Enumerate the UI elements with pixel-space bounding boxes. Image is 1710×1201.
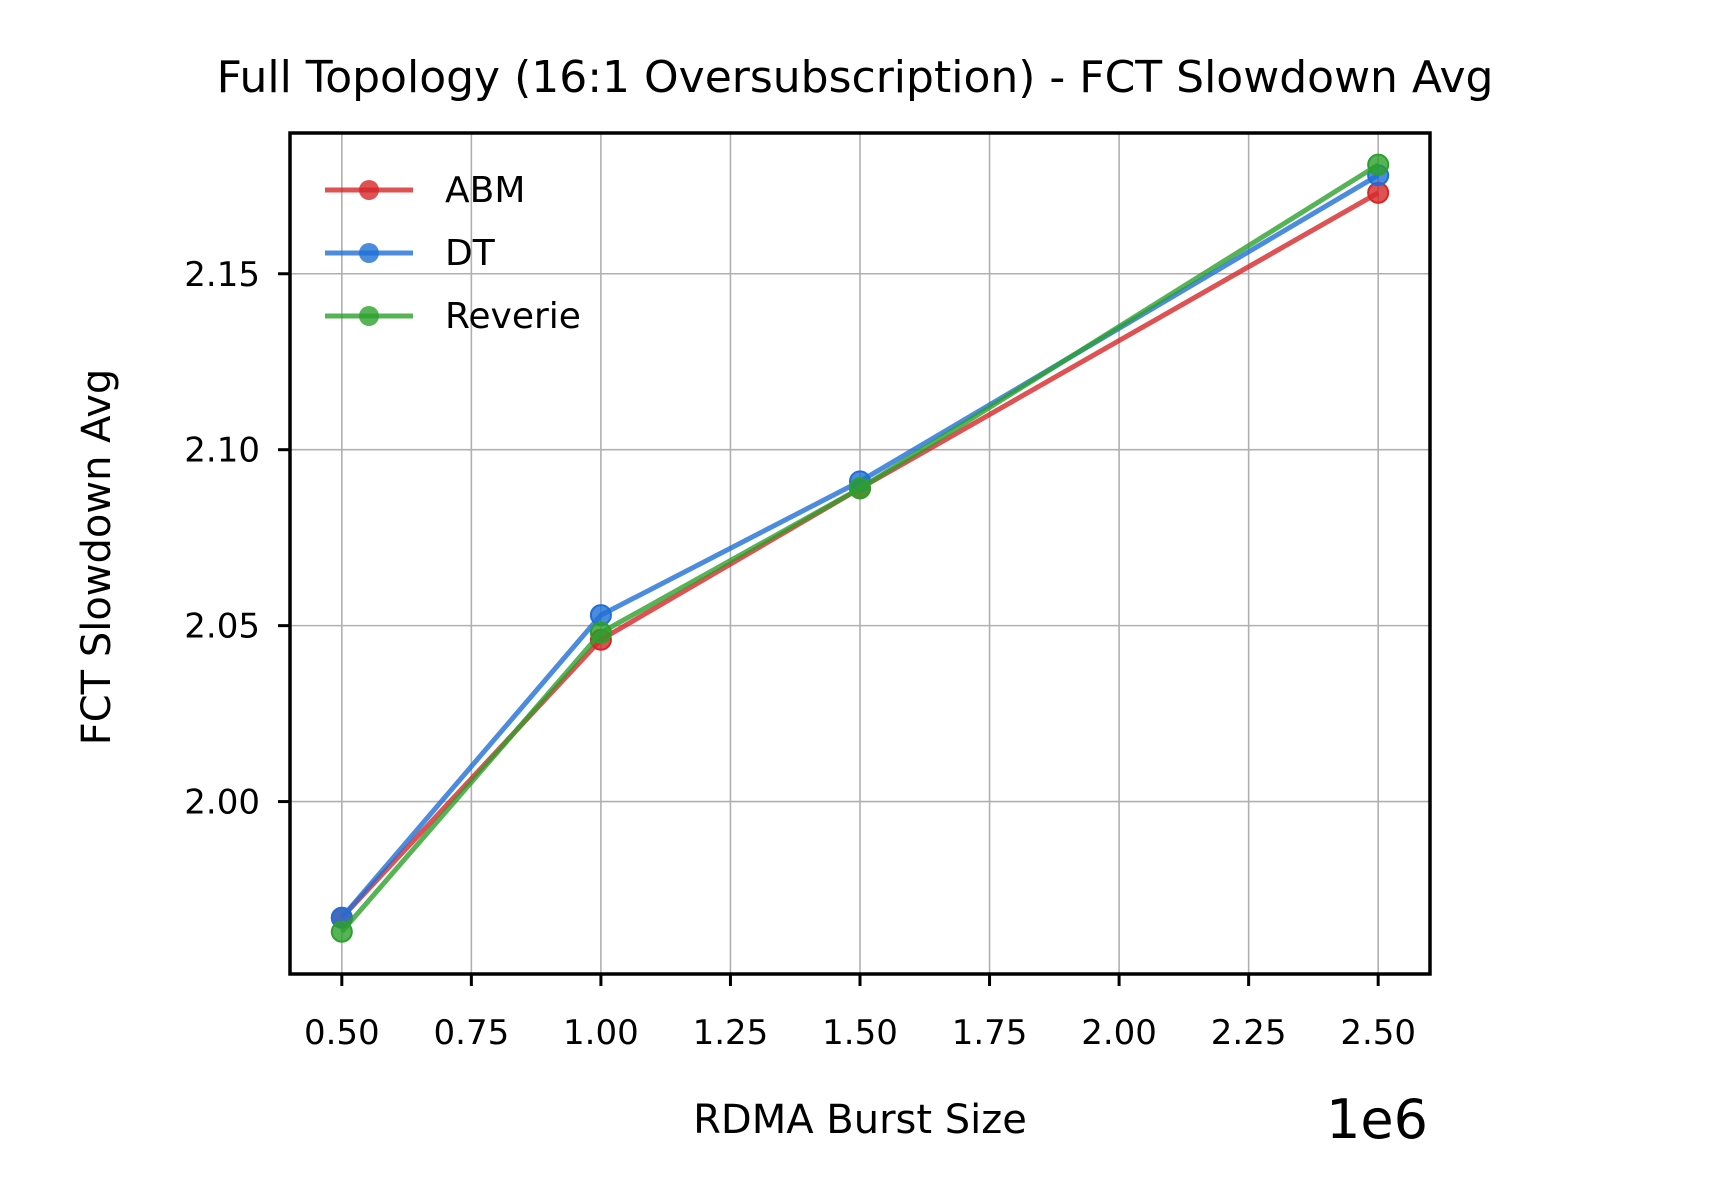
data-point-reverie [1367, 153, 1390, 176]
chart-title: Full Topology (16:1 Oversubscription) - … [217, 52, 1494, 103]
data-point-reverie [330, 920, 353, 943]
legend-marker-reverie [359, 306, 379, 326]
data-point-reverie [849, 477, 871, 500]
legend-label-abm: ABM [445, 170, 525, 211]
x-tick-label: 2.50 [1340, 1013, 1416, 1053]
x-tick-label: 1.50 [822, 1013, 898, 1053]
series-line-reverie [339, 162, 1380, 934]
x-tick-label: 2.00 [1081, 1013, 1157, 1053]
legend-label-reverie: Reverie [445, 296, 581, 337]
y-tick-label: 2.15 [184, 255, 260, 295]
data-point-reverie [589, 621, 612, 644]
x-tick-label: 1.00 [563, 1013, 639, 1053]
x-tick-label: 1.25 [693, 1013, 769, 1053]
x-tick-label: 2.25 [1211, 1013, 1287, 1053]
tick-labels: 0.50 0.75 1.00 1.25 1.50 1.75 2.00 2.25 2.50 2.00… [184, 255, 1416, 1053]
legend-marker-dt [359, 243, 379, 263]
legend: ABM DT Reverie [325, 170, 581, 337]
x-tick-label: 0.75 [434, 1013, 510, 1053]
x-axis-label: RDMA Burst Size [693, 1097, 1027, 1143]
x-tick-label: 0.50 [304, 1013, 380, 1053]
y-tick-label: 2.10 [184, 431, 260, 471]
series-lines [330, 153, 1390, 943]
y-axis-label: FCT Slowdown Avg [74, 369, 120, 746]
x-axis-offset-label: 1e6 [1326, 1088, 1428, 1151]
legend-label-dt: DT [445, 233, 496, 274]
axes [278, 131, 1432, 986]
legend-marker-abm [359, 180, 379, 200]
x-tick-label: 1.75 [952, 1013, 1028, 1053]
y-tick-label: 2.05 [184, 607, 260, 647]
y-tick-label: 2.00 [184, 783, 260, 823]
